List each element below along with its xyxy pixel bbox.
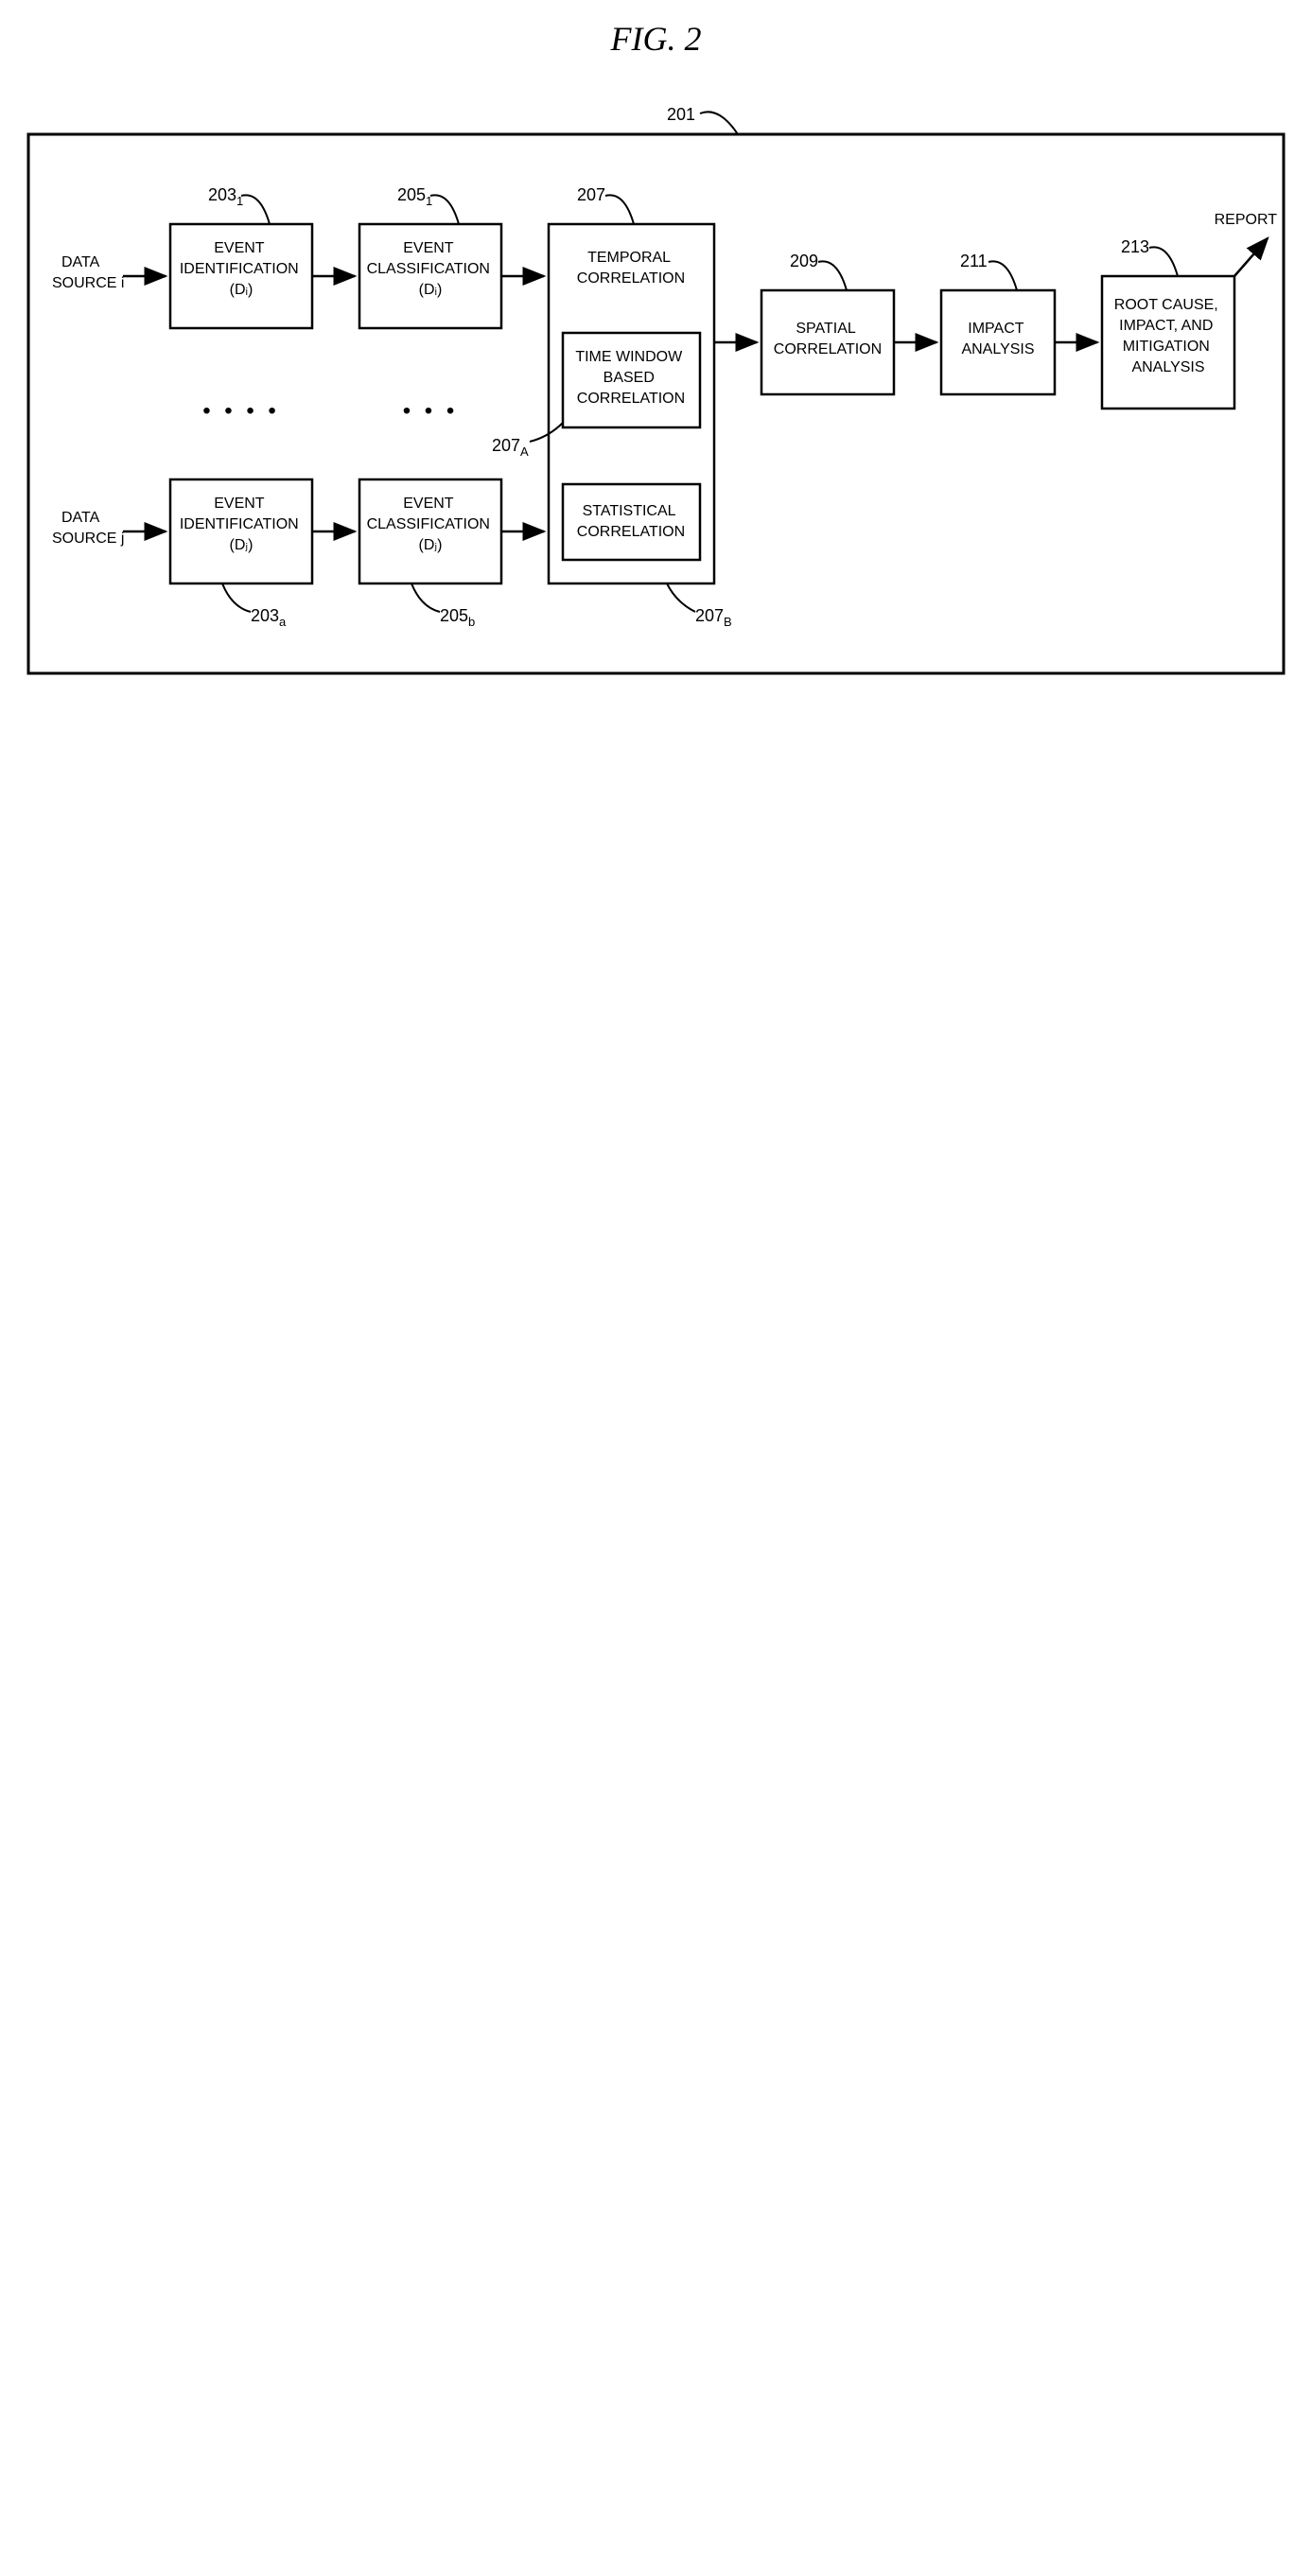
ref-213: 213 bbox=[1121, 237, 1149, 256]
ref-205-b-lead bbox=[411, 583, 440, 612]
ref-201-lead bbox=[700, 112, 738, 134]
ref-203-a: 203a bbox=[251, 606, 287, 629]
ref-209-lead bbox=[818, 261, 847, 290]
ref-211: 211 bbox=[960, 252, 988, 270]
ref-205-1-lead bbox=[430, 195, 459, 224]
event-id-j-text: EVENT IDENTIFICATION (Dⱼ) bbox=[180, 496, 303, 553]
ref-205-b: 205b bbox=[440, 606, 475, 629]
diagram: 201 DATA SOURCE i DATA SOURCE j EVENT ID… bbox=[19, 78, 1293, 683]
dots-class: • • • bbox=[403, 398, 459, 424]
report-label: REPORT bbox=[1215, 212, 1278, 228]
root-cause-text: ROOT CAUSE, IMPACT, AND MITIGATION ANALY… bbox=[1114, 297, 1222, 375]
ref-207-a: 207A bbox=[492, 436, 529, 459]
data-source-j-label: DATA SOURCE j bbox=[52, 510, 124, 547]
spatial-text: SPATIAL CORRELATION bbox=[774, 321, 882, 357]
ref-205-1: 2051 bbox=[397, 185, 432, 208]
ref-203-a-lead bbox=[222, 583, 251, 612]
statistical-text: STATISTICAL CORRELATION bbox=[577, 503, 685, 540]
impact-text: IMPACT ANALYSIS bbox=[961, 321, 1034, 357]
ref-207-lead bbox=[605, 195, 634, 224]
ref-203-1-lead bbox=[241, 195, 270, 224]
figure-title: FIG. 2 bbox=[19, 19, 1293, 59]
time-window-text: TIME WINDOW BASED CORRELATION bbox=[575, 349, 686, 407]
statistical-box bbox=[563, 484, 700, 560]
temporal-title: TEMPORAL CORRELATION bbox=[577, 250, 685, 287]
arrow-report bbox=[1234, 238, 1268, 276]
event-class-j-text: EVENT CLASSIFICATION (Dⱼ) bbox=[367, 496, 495, 553]
ref-207-b-lead bbox=[667, 583, 695, 612]
ref-213-lead bbox=[1149, 247, 1178, 276]
event-class-i-text: EVENT CLASSIFICATION (Dᵢ) bbox=[367, 240, 495, 298]
ref-201: 201 bbox=[667, 105, 695, 124]
ref-203-1: 2031 bbox=[208, 185, 243, 208]
ref-207-a-lead bbox=[530, 423, 563, 442]
data-source-i-label: DATA SOURCE i bbox=[52, 254, 124, 291]
ref-209: 209 bbox=[790, 252, 818, 270]
ref-207-b: 207B bbox=[695, 606, 732, 629]
event-id-i-text: EVENT IDENTIFICATION (Dᵢ) bbox=[180, 240, 303, 298]
ref-207: 207 bbox=[577, 185, 605, 204]
dots-id: • • • • bbox=[202, 398, 280, 424]
ref-211-lead bbox=[988, 261, 1017, 290]
